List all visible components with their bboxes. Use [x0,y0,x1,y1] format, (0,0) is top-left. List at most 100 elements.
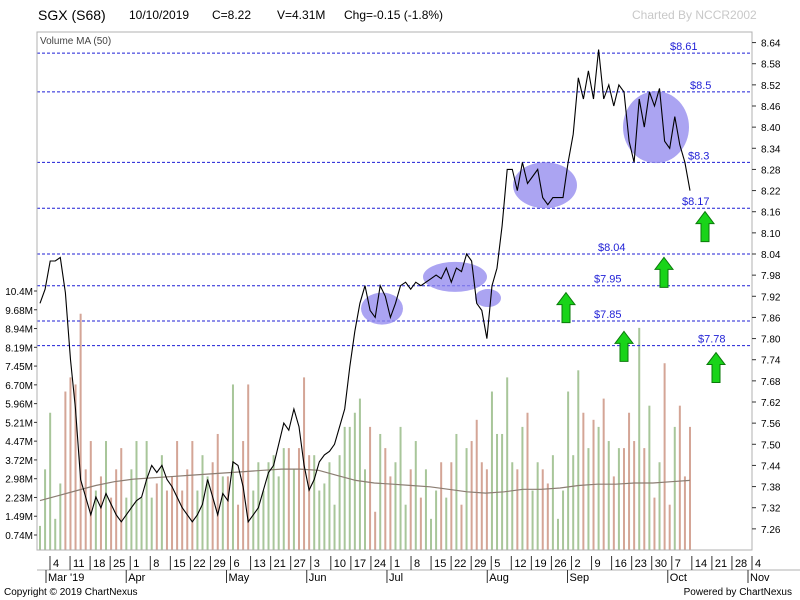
volume-bar [668,504,671,550]
volume-bar [54,518,57,550]
volume-bar [485,469,488,550]
date-tick-label: 30 [655,558,667,570]
powered-by-text: Powered by ChartNexus [683,587,792,598]
volume-bar [551,455,554,550]
consolidation-ellipse [513,162,577,209]
month-tick-label: Oct [670,572,687,584]
price-tick-label: 7.74 [761,356,781,367]
volume-bar [364,469,366,550]
volume-bar [191,441,194,550]
volume-tick-label: 4.47M [5,437,33,448]
date-tick-label: 26 [554,558,566,570]
volume-bar [536,462,539,550]
volume-bar [369,426,372,550]
date-tick-label: 1 [133,558,139,570]
volume-bar [521,426,524,550]
volume-bar [211,462,214,550]
volume-tick-label: 1.49M [5,512,33,523]
volume-bar [562,490,565,550]
volume-bar [79,313,82,550]
date-tick-label: 11 [73,558,84,570]
volume-bar [333,504,336,550]
date-tick-label: 13 [254,558,266,570]
buy-arrows [556,210,726,384]
volume-bar [171,476,174,550]
date-tick-label: 24 [374,558,386,570]
date-tick-label: 10 [334,558,346,570]
volume-tick-label: 7.45M [5,362,33,373]
volume-bar [358,398,361,550]
volume-bar [39,525,41,550]
month-tick-label: May [229,572,250,584]
volume-bar [110,497,113,550]
volume-bar [511,462,514,550]
price-tick-label: 8.64 [761,39,781,50]
consolidation-ellipse [623,91,689,164]
level-label: $8.3 [688,150,709,162]
quote-date: 10/10/2019 [129,8,190,22]
volume-bar [323,483,326,550]
price-tick-label: 7.38 [761,483,781,494]
volume-bar [587,448,590,550]
volume-bar [430,518,433,550]
volume-ma-line [39,468,691,502]
price-line [39,49,691,524]
volume-bar [237,504,240,550]
volume-bar [181,490,184,550]
month-tick-label: Nov [750,572,770,584]
date-tick-label: 4 [53,558,59,570]
month-tick-label: Apr [128,572,145,584]
volume-bar [490,391,493,550]
date-tick-label: 22 [454,558,466,570]
volume-tick-label: 6.70M [5,381,33,392]
volume-bar [516,469,519,550]
charted-by-credit: Charted By NCCR2002 [632,8,757,22]
volume-bar [607,441,610,550]
price-tick-label: 7.80 [761,335,781,346]
volume-bar [384,448,387,550]
volume-bar [186,469,189,550]
volume-bar [414,441,417,550]
up-arrow-icon [654,256,674,288]
price-tick-label: 8.34 [761,144,781,155]
volume-bar [480,462,483,550]
volume-bar [313,455,316,550]
date-tick-label: 21 [715,558,727,570]
volume-bar [612,476,615,550]
volume-bar [465,448,468,550]
consolidation-ellipse [475,289,501,308]
date-tick-label: 17 [354,558,366,570]
volume-bar [150,497,153,550]
volume-bar [216,433,219,550]
volume-bar [683,476,686,550]
volume-bar [409,469,412,550]
volume-bar [577,370,580,550]
date-tick-label: 15 [173,558,185,570]
consolidation-ellipse [361,292,403,325]
volume-bar [69,377,72,550]
volume-bar [115,469,118,550]
volume-bar [628,412,631,550]
date-tick-label: 29 [213,558,225,570]
volume-bar [455,433,458,550]
volume-bar [689,426,691,550]
date-tick-label: 21 [274,558,286,570]
volume-bar [389,476,392,550]
volume-bar [597,426,600,550]
volume-bar [404,504,407,550]
price-path [39,49,691,524]
volume-bars [39,313,691,550]
price-tick-label: 8.28 [761,165,781,176]
volume-bar [125,497,128,550]
price-tick-label: 8.22 [761,187,781,198]
price-tick-label: 7.56 [761,419,781,430]
volume-bar [145,441,148,550]
date-tick-label: 15 [434,558,446,570]
price-tick-label: 8.10 [761,229,781,240]
month-tick-label: Mar '19 [48,572,84,584]
price-tick-label: 8.52 [761,81,781,92]
volume-tick-label: 8.94M [5,325,33,336]
volume-bar [155,483,158,550]
month-tick-label: Aug [489,572,509,584]
